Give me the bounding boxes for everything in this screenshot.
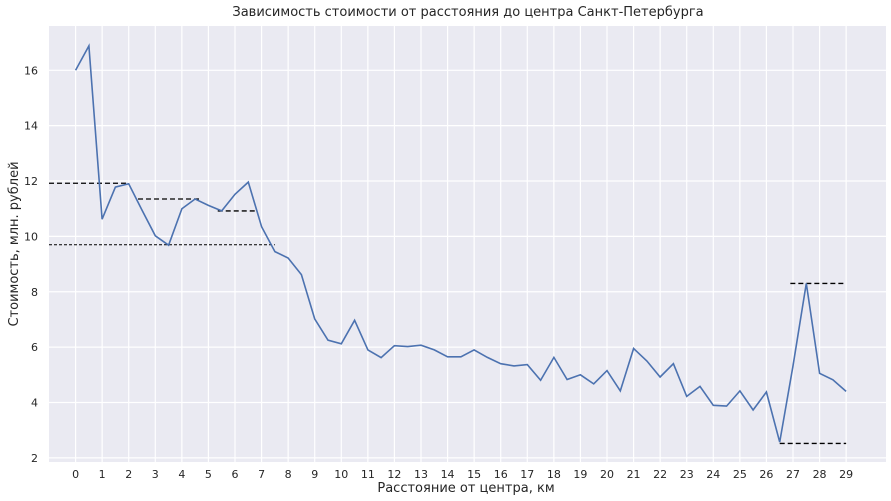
x-tick-label: 17 xyxy=(520,468,534,481)
x-tick-label: 26 xyxy=(759,468,773,481)
x-tick-label: 1 xyxy=(99,468,106,481)
x-tick-label: 7 xyxy=(258,468,265,481)
y-axis-label: Стоимость, млн. рублей xyxy=(7,161,22,326)
y-tick-label: 16 xyxy=(24,64,38,77)
x-tick-label: 2 xyxy=(125,468,132,481)
x-tick-label: 5 xyxy=(205,468,212,481)
x-tick-label: 19 xyxy=(573,468,587,481)
x-tick-label: 4 xyxy=(178,468,185,481)
x-tick-label: 6 xyxy=(232,468,239,481)
x-tick-label: 8 xyxy=(285,468,292,481)
reference-lines xyxy=(49,182,847,445)
x-tick-label: 15 xyxy=(467,468,481,481)
x-tick-label: 0 xyxy=(72,468,79,481)
x-tick-label: 16 xyxy=(494,468,508,481)
gridlines xyxy=(49,26,886,462)
y-tick-label: 10 xyxy=(24,230,38,243)
y-tick-label: 14 xyxy=(24,120,38,133)
x-tick-label: 21 xyxy=(627,468,641,481)
x-tick-label: 23 xyxy=(680,468,694,481)
x-tick-label: 11 xyxy=(361,468,375,481)
chart-title: Зависимость стоимости от расстояния до ц… xyxy=(232,5,703,20)
x-tick-label: 22 xyxy=(653,468,667,481)
y-tick-label: 8 xyxy=(31,286,38,299)
x-axis-label: Расстояние от центра, км xyxy=(377,481,554,496)
y-tick-label: 12 xyxy=(24,175,38,188)
x-tick-label: 10 xyxy=(334,468,348,481)
x-tick-label: 25 xyxy=(733,468,747,481)
x-tick-label: 29 xyxy=(839,468,853,481)
x-tick-label: 27 xyxy=(786,468,800,481)
x-tick-labels: 0 1 2 3 4 5 6 7 8 9 10 11 12 13 14 15 16 17 18 19 20 21 22 23 24… xyxy=(72,468,853,481)
y-tick-label: 4 xyxy=(31,396,38,409)
y-tick-label: 2 xyxy=(31,452,38,465)
plot-area xyxy=(49,26,886,462)
x-tick-label: 12 xyxy=(387,468,401,481)
x-tick-label: 3 xyxy=(152,468,159,481)
y-tick-labels: 2 4 6 8 10 12 14 16 xyxy=(24,64,38,465)
x-tick-label: 9 xyxy=(311,468,318,481)
x-tick-label: 18 xyxy=(547,468,561,481)
y-tick-label: 6 xyxy=(31,341,38,354)
x-tick-label: 20 xyxy=(600,468,614,481)
x-tick-label: 13 xyxy=(414,468,428,481)
x-tick-label: 28 xyxy=(813,468,827,481)
x-tick-label: 14 xyxy=(441,468,455,481)
x-tick-label: 24 xyxy=(706,468,720,481)
series-line xyxy=(74,43,847,443)
